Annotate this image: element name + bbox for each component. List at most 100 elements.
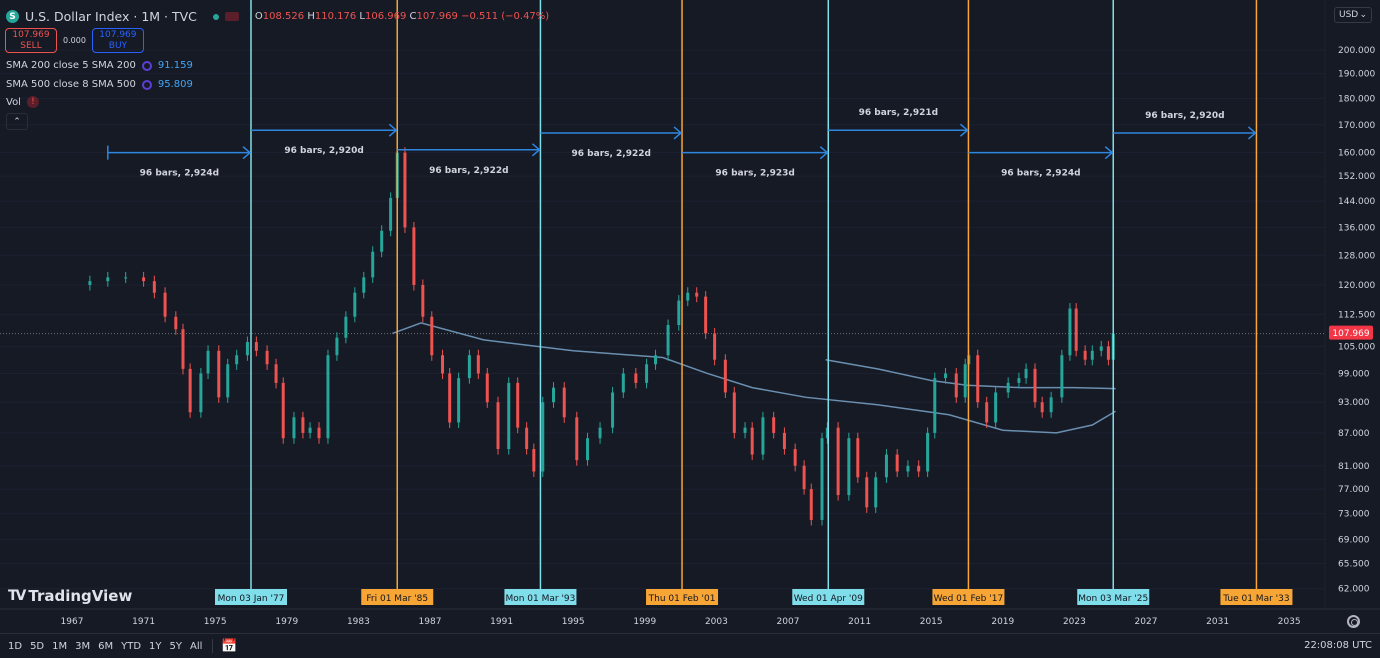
arrow-head-icon [1104,146,1114,160]
candle-body [485,373,489,403]
buy-button[interactable]: 107.969 BUY [91,28,144,53]
symbol-title[interactable]: U.S. Dollar Index · 1M · TVC [25,9,197,24]
candle-body [586,438,590,461]
price-tick-label: 65.500 [1338,559,1370,569]
currency-select[interactable]: USD ⌄ [1334,7,1372,23]
price-tick-label: 105.000 [1338,342,1375,352]
chevron-down-icon: ⌄ [1359,10,1367,20]
candle-body [421,284,425,317]
time-tick-label: 2027 [1135,617,1158,627]
candle-body [621,373,625,393]
candle-body [847,438,851,496]
settings-icon[interactable] [141,60,152,71]
candle-body [782,432,786,450]
candle-body [163,292,167,317]
candle-body [199,373,203,413]
range-ytd[interactable]: YTD [121,640,142,652]
time-tick-label: 1967 [61,617,84,627]
time-tick-label: 2031 [1206,617,1229,627]
calendar-goto-icon[interactable]: 📅 [221,638,238,654]
candle-body [772,417,776,433]
legend-sma-200[interactable]: SMA 200 close 5 SMA 200 91.159 [6,60,193,71]
candle-body [856,438,860,478]
candle-body [1083,350,1087,360]
range-5y[interactable]: 5Y [169,640,183,652]
date-range-label: 96 bars, 2,920d [284,146,363,156]
settings-gear-icon[interactable] [1347,615,1360,628]
sell-button[interactable]: 107.969 SELL [5,28,57,53]
candle-body [1040,402,1044,413]
time-tick-label: 2035 [1278,617,1301,627]
candle-body [371,251,375,278]
tradingview-logo-icon: TV [8,588,26,604]
candle-body [825,427,829,439]
time-tick-label: 1979 [275,617,298,627]
candle-body [142,277,146,282]
market-status-icon [224,12,239,21]
arrow-head-icon [242,146,252,160]
candle-body [666,325,670,356]
price-tick-label: 170.000 [1338,121,1375,131]
clock: 22:08:08 UTC [1304,640,1372,651]
arrow-head-icon [819,146,829,160]
price-tick-label: 128.000 [1338,251,1375,261]
candle-body [245,342,249,356]
candle-body [335,337,339,356]
settings-icon[interactable] [141,79,152,90]
candle-body [926,432,930,472]
date-range-label: 96 bars, 2,923d [715,169,794,179]
candle-body [525,427,529,450]
candle-body [865,477,869,508]
candle-body [389,197,393,231]
candle-body [265,350,269,365]
candle-body [1068,308,1072,356]
date-marker-label: Wed 01 Feb '17 [934,594,1004,604]
candle-body [532,449,536,472]
candle-body [917,465,921,472]
symbol-icon: S [6,10,19,23]
date-range-label: 96 bars, 2,922d [572,149,651,159]
range-1y[interactable]: 1Y [149,640,162,652]
legend-sma-500[interactable]: SMA 500 close 8 SMA 500 95.809 [6,79,193,90]
candle-body [152,281,156,293]
range-3m[interactable]: 3M [75,640,91,652]
price-tick-label: 77.000 [1338,485,1370,495]
date-marker-label: Thu 01 Feb '01 [648,594,716,604]
divider [212,639,214,653]
price-tick-label: 69.000 [1338,536,1370,546]
candle-body [188,368,192,413]
date-marker-badge [646,589,719,605]
tradingview-logo[interactable]: TV TradingView [8,587,133,605]
candle-body [1099,346,1103,351]
arrow-head-icon [531,143,541,157]
candle-body [217,350,221,398]
collapse-legend-button[interactable]: ⌃ [6,113,28,130]
candle-body [254,342,258,351]
candle-body [1017,378,1021,383]
range-1d[interactable]: 1D [8,640,23,652]
candle-body [344,316,348,338]
candle-body [1106,346,1110,360]
candle-body [732,392,736,433]
legend-vol[interactable]: Vol! [6,96,39,108]
candle-body [106,277,110,282]
candle-body [467,355,471,379]
price-tick-label: 81.000 [1338,462,1370,472]
time-tick-label: 1995 [562,617,585,627]
price-tick-label: 152.000 [1338,172,1375,182]
range-1m[interactable]: 1M [52,640,68,652]
candle-body [552,387,556,403]
range-all[interactable]: All [190,640,203,652]
error-icon[interactable]: ! [26,96,39,108]
date-marker-label: Mon 01 Mar '93 [505,594,575,604]
bottom-toolbar: 1D 5D 1M 3M 6M YTD 1Y 5Y All 📅 [0,633,1380,658]
candle-body [235,355,239,365]
range-6m[interactable]: 6M [98,640,114,652]
time-tick-label: 2011 [848,617,871,627]
range-5d[interactable]: 5D [30,640,45,652]
time-tick-label: 1991 [490,617,513,627]
candle-body [575,417,579,461]
candle-body [1090,350,1094,360]
candle-body [884,454,888,478]
